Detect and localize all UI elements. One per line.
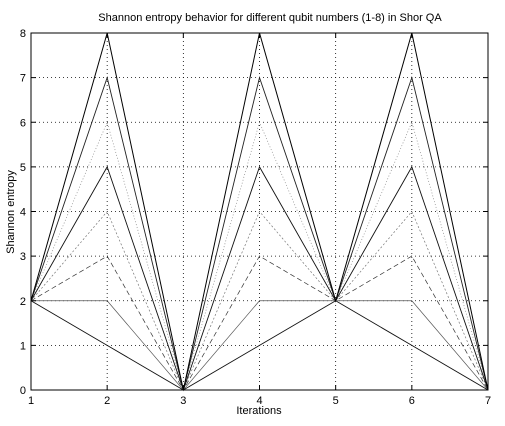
y-tick-label: 5 [20, 162, 26, 174]
x-tick-label: 1 [28, 395, 34, 407]
x-tick-label: 4 [256, 395, 262, 407]
series-line [30, 165, 489, 392]
y-tick-label: 8 [20, 28, 26, 40]
series-line [30, 300, 489, 391]
y-tick-label: 7 [20, 73, 26, 85]
y-tick-label: 6 [20, 117, 26, 129]
y-axis-label: Shannon entropy [5, 170, 17, 254]
y-tick-label: 3 [20, 251, 26, 263]
series-line [30, 121, 489, 392]
y-tick-label: 2 [20, 296, 26, 308]
chart-title: Shannon entropy behavior for different q… [98, 12, 442, 24]
x-tick-label: 6 [409, 395, 415, 407]
x-axis-label: Iterations [236, 405, 282, 417]
x-tick-label: 3 [180, 395, 186, 407]
series-line [30, 76, 489, 391]
series-line [30, 210, 489, 391]
series-line [31, 300, 489, 391]
x-tick-label: 5 [333, 395, 339, 407]
series-lines [30, 32, 489, 392]
y-tick-label: 0 [20, 385, 26, 397]
x-tick-label: 7 [485, 395, 491, 407]
series-line [30, 255, 489, 391]
y-tick-label: 4 [20, 207, 26, 219]
x-tick-label: 2 [104, 395, 110, 407]
y-tick-label: 1 [20, 340, 26, 352]
